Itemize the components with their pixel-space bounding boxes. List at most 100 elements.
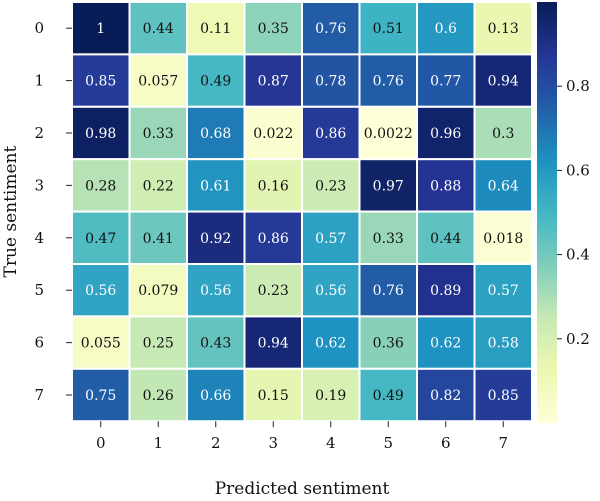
heatmap-cell-label: 0.11 (200, 21, 231, 37)
x-tick-label: 3 (268, 434, 278, 452)
heatmap-cell-label: 0.33 (143, 126, 174, 142)
heatmap-cell-label: 0.057 (138, 74, 178, 90)
heatmap-cell-label: 0.76 (373, 283, 404, 299)
colorbar-tick-label: 0.2 (566, 330, 590, 348)
heatmap-cell-r7-c5 (358, 367, 418, 423)
heatmap-cell-label: 0.96 (430, 126, 461, 142)
heatmap-cell-label: 0.079 (138, 283, 178, 299)
colorbar-tick-label: 0.8 (566, 77, 590, 95)
heatmap-cell-label: 0.86 (315, 126, 346, 142)
heatmap-cell-r2-c5 (358, 105, 418, 161)
heatmap-cell-r0-c5 (358, 1, 418, 56)
heatmap-cell-r5-c4 (301, 263, 361, 318)
heatmap-cell-label: 0.23 (315, 178, 346, 194)
heatmap-cell-r3-c2 (186, 158, 246, 213)
heatmap-cell-label: 0.47 (85, 231, 116, 247)
heatmap-cells (71, 1, 533, 423)
heatmap-cell-label: 0.13 (488, 21, 519, 37)
heatmap-cell-label: 0.0022 (364, 126, 413, 142)
heatmap-cell-label: 0.88 (430, 178, 461, 194)
heatmap-cell-r7-c2 (186, 367, 246, 423)
heatmap-cell-r6-c4 (301, 315, 361, 370)
heatmap-cell-label: 0.3 (492, 126, 514, 142)
heatmap-cell-label: 0.62 (430, 336, 461, 352)
heatmap-cell-label: 0.97 (373, 178, 404, 194)
x-tick-label: 7 (498, 434, 508, 452)
colorbar-tick-label: 0.4 (566, 246, 590, 264)
heatmap-cell-label: 0.62 (315, 336, 346, 352)
heatmap-cell-label: 0.022 (253, 126, 293, 142)
x-tick-label: 5 (383, 434, 393, 452)
heatmap-cell-label: 0.23 (258, 283, 289, 299)
heatmap-cell-label: 0.57 (488, 283, 519, 299)
heatmap-cell-r1-c5 (358, 53, 418, 108)
heatmap-cell-label: 0.75 (85, 388, 116, 404)
heatmap-cell-r6-c6 (416, 315, 476, 370)
heatmap-cell-labels: 1 0.44 0.11 0.35 0.76 0.51 0.6 0.13 0.85 0.057 0.4… (81, 21, 524, 404)
heatmap-cell-label: 0.43 (200, 336, 231, 352)
heatmap-cell-label: 0.41 (143, 231, 174, 247)
heatmap-cell-r4-c3 (243, 210, 303, 266)
x-tick-label: 0 (96, 434, 106, 452)
heatmap-cell-label: 0.76 (373, 74, 404, 90)
x-tick-label: 1 (153, 434, 163, 452)
heatmap-cell-label: 0.6 (435, 21, 457, 37)
heatmap-cell-label: 0.68 (200, 126, 231, 142)
heatmap-cell-label: 0.44 (430, 231, 461, 247)
heatmap-cell-label: 0.56 (85, 283, 116, 299)
heatmap-cell-label: 0.33 (373, 231, 404, 247)
heatmap-cell-r2-c2 (186, 105, 246, 161)
heatmap-cell-r6-c2 (186, 315, 246, 370)
y-tick-label: 0 (34, 19, 44, 37)
heatmap-cell-label: 0.61 (200, 178, 231, 194)
y-tick-label: 7 (34, 386, 44, 404)
y-tick-label: 3 (34, 176, 44, 194)
heatmap-cell-label: 0.94 (488, 74, 519, 90)
heatmap-cell-label: 0.56 (200, 283, 231, 299)
colorbar: 0.2 0.4 0.6 0.8 (537, 2, 590, 423)
y-tick-label: 4 (34, 229, 44, 247)
heatmap-cell-label: 0.76 (315, 21, 346, 37)
heatmap-cell-label: 0.018 (483, 231, 523, 247)
y-tick-label: 1 (34, 72, 44, 90)
x-tick-label: 6 (441, 434, 451, 452)
y-tick-label: 5 (34, 281, 44, 299)
heatmap-cell-r1-c7 (473, 53, 533, 108)
heatmap-cell-label: 0.44 (143, 21, 174, 37)
heatmap-cell-label: 0.66 (200, 388, 231, 404)
heatmap-cell-r1-c1 (128, 53, 188, 108)
heatmap-cell-label: 0.49 (200, 74, 231, 90)
heatmap-cell-label: 0.49 (373, 388, 404, 404)
heatmap-cell-label: 0.58 (488, 336, 519, 352)
y-axis-label: True sentiment (1, 146, 21, 278)
heatmap-cell-r6-c1 (128, 315, 188, 370)
heatmap-cell-label: 0.87 (258, 74, 289, 90)
x-tick-label: 4 (326, 434, 336, 452)
heatmap-cell-label: 0.25 (143, 336, 174, 352)
heatmap-cell-label: 0.36 (373, 336, 404, 352)
heatmap-cell-r2-c3 (243, 105, 303, 161)
y-axis-ticks: 0 1 2 3 4 5 6 7 (34, 19, 72, 404)
heatmap-cell-label: 0.94 (258, 336, 289, 352)
heatmap-cell-label: 0.28 (85, 178, 116, 194)
heatmap-cell-label: 0.26 (143, 388, 174, 404)
heatmap-cell-label: 0.64 (488, 178, 519, 194)
heatmap-cell-label: 0.22 (143, 178, 174, 194)
heatmap-cell-r0-c7 (473, 1, 533, 56)
heatmap-cell-label: 0.15 (258, 388, 289, 404)
y-tick-label: 6 (34, 334, 44, 352)
heatmap-cell-label: 0.51 (373, 21, 404, 37)
heatmap-cell-label: 0.85 (488, 388, 519, 404)
heatmap-cell-r3-c4 (301, 158, 361, 213)
heatmap-cell-r2-c6 (416, 105, 476, 161)
heatmap-cell-label: 0.82 (430, 388, 461, 404)
heatmap-cell-label: 1 (96, 21, 105, 37)
heatmap-cell-label: 0.56 (315, 283, 346, 299)
x-axis-label: Predicted sentiment (215, 479, 390, 499)
heatmap-cell-label: 0.85 (85, 74, 116, 90)
colorbar-tick-label: 0.6 (566, 161, 590, 179)
heatmap-cell-label: 0.89 (430, 283, 461, 299)
colorbar-gradient (537, 2, 557, 423)
heatmap-cell-r4-c4 (301, 210, 361, 266)
